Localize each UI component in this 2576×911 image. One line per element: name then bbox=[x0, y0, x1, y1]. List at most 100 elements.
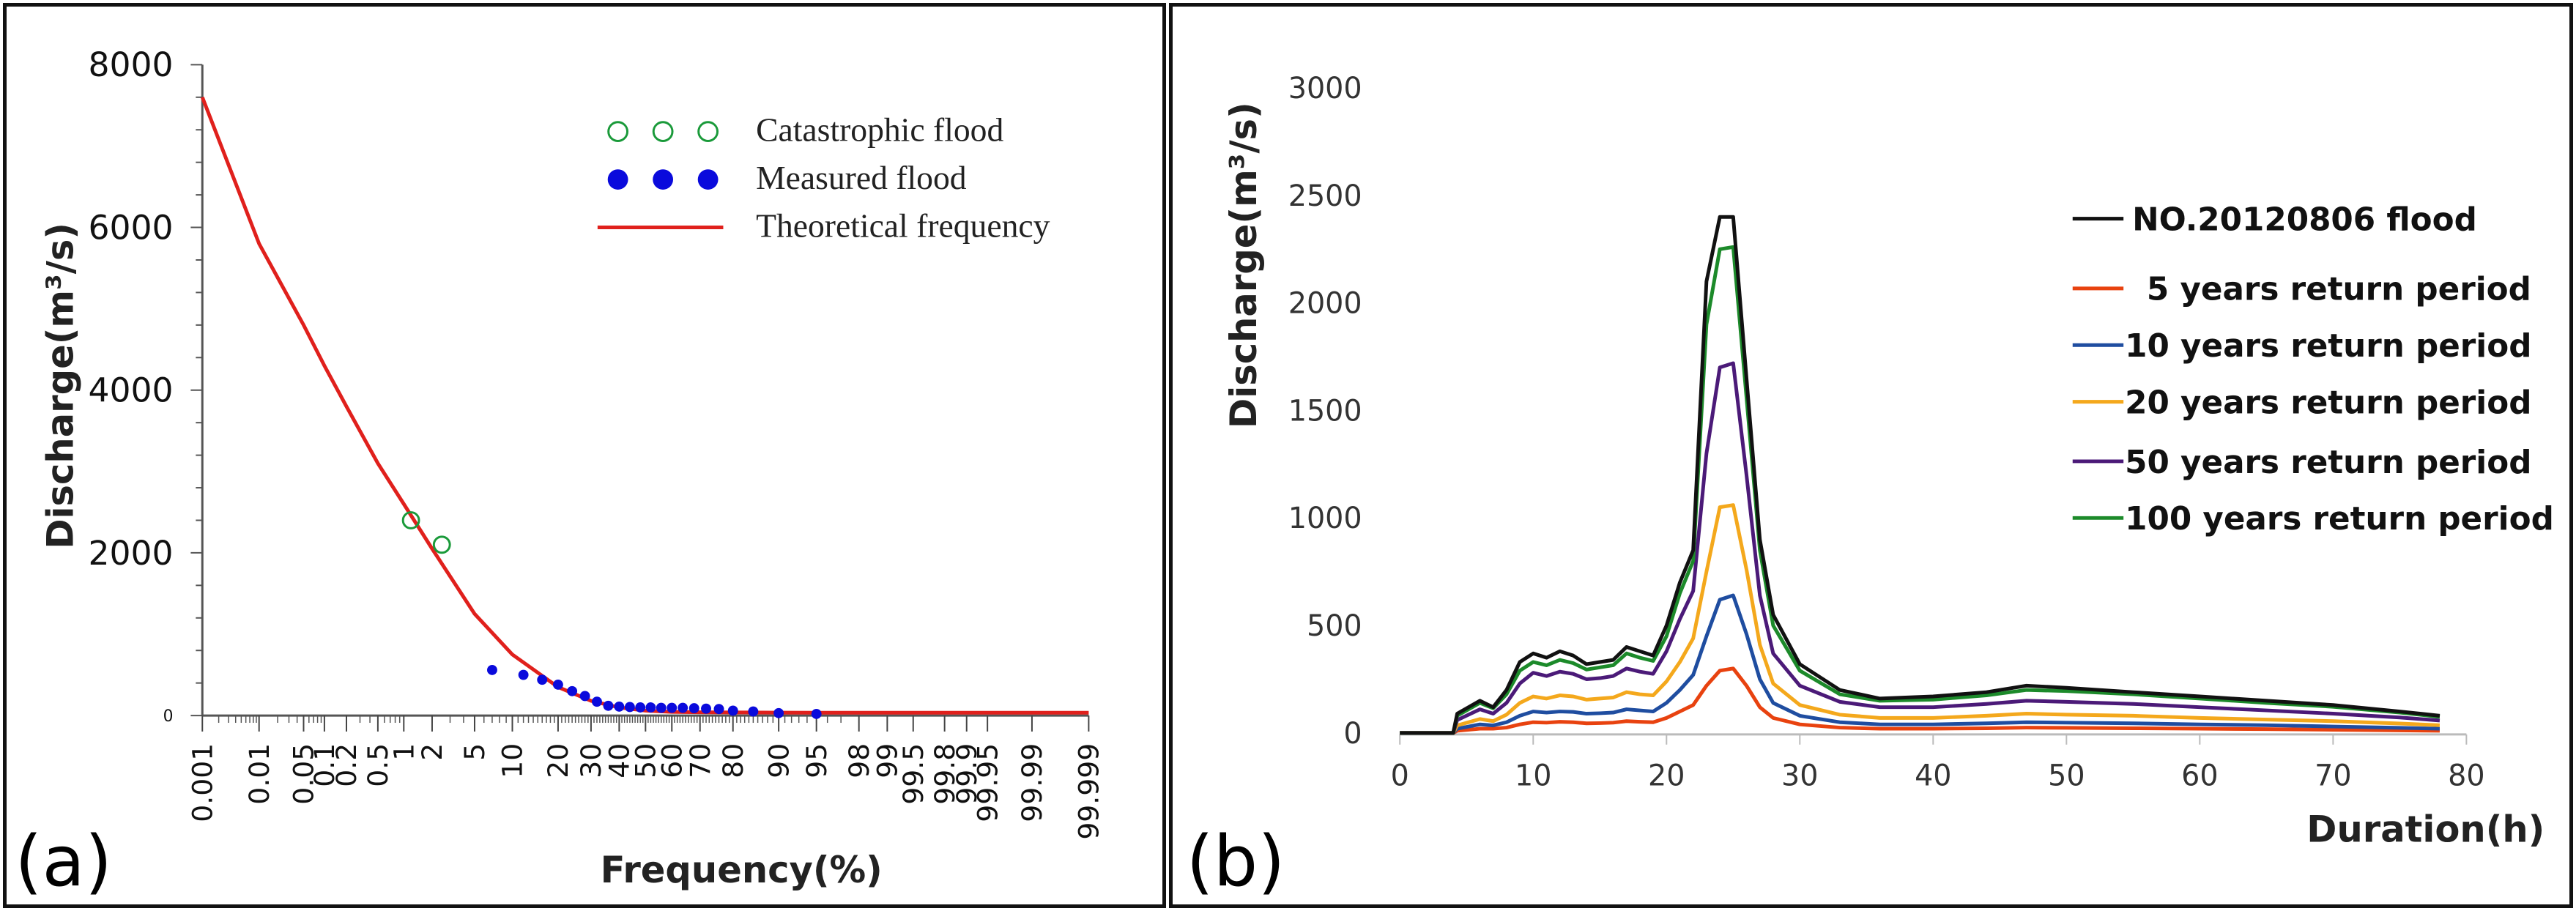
x-tick-label: 50 bbox=[2048, 759, 2085, 792]
x-tick-label: 40 bbox=[604, 743, 636, 778]
legend-open-circle-marker bbox=[607, 121, 629, 142]
measured-flood-point bbox=[518, 669, 529, 680]
hydrograph-chart-svg: 0 500 1000 1500 2000 2500 3000 0 10 20 30 40 50 60 70 8… bbox=[1187, 72, 2554, 902]
y-tick-label: 6000 bbox=[89, 208, 174, 247]
x-tick-label: 5 bbox=[459, 743, 491, 761]
y-axis-title: Discharge(m³/s) bbox=[40, 223, 82, 549]
y-tick-label: 4000 bbox=[89, 371, 174, 410]
measured-flood-point bbox=[688, 703, 699, 714]
x-tick-label: 30 bbox=[1781, 759, 1818, 792]
series-line-5-years-return-period bbox=[1400, 666, 2440, 735]
catastrophic-flood-point bbox=[401, 511, 420, 529]
measured-flood-point bbox=[701, 703, 711, 714]
catastrophic-flood-point bbox=[432, 535, 451, 554]
series-line-100-years-return-period bbox=[1400, 245, 2440, 735]
x-tick-label: 0.1 bbox=[308, 743, 341, 787]
measured-flood-point bbox=[487, 664, 497, 675]
x-tick-label: 60 bbox=[656, 743, 688, 778]
legend-label: 20 years return period bbox=[2125, 384, 2531, 421]
x-tick-label: 70 bbox=[2315, 759, 2351, 792]
x-tick-label: 20 bbox=[542, 743, 574, 778]
panel-a-frequency-chart: 0 2000 4000 6000 8000 0.001 0.01 0.05 0.1 0.2 0.5 1… bbox=[3, 3, 1166, 908]
x-tick-label: 99.999 bbox=[1073, 743, 1105, 840]
panel-label: (b) bbox=[1187, 822, 1285, 902]
legend-filled-circle-marker bbox=[607, 169, 628, 190]
legend-filled-circle-marker bbox=[653, 169, 674, 190]
x-tick-label: 80 bbox=[717, 743, 749, 778]
series-line-20-years-return-period bbox=[1400, 503, 2440, 735]
y-axis-title: Discharge(m³/s) bbox=[1222, 102, 1265, 428]
legend-label: 100 years return period bbox=[2125, 500, 2554, 538]
x-tick-label: 30 bbox=[575, 743, 607, 778]
x-tick-label: 0.5 bbox=[362, 743, 394, 787]
x-tick-label: 0.01 bbox=[243, 743, 275, 805]
theoretical-frequency-line bbox=[200, 96, 1089, 715]
legend-label: Measured flood bbox=[756, 159, 967, 196]
measured-flood-point bbox=[811, 708, 822, 719]
x-tick-label: 10 bbox=[1515, 759, 1551, 792]
x-tick-label: 1 bbox=[387, 743, 420, 761]
x-tick-label: 0.2 bbox=[330, 743, 363, 787]
x-tick-label: 60 bbox=[2181, 759, 2218, 792]
x-axis-title: Frequency(%) bbox=[601, 849, 883, 891]
series-line-50-years-return-period bbox=[1400, 361, 2440, 735]
x-tick-label: 99 bbox=[872, 743, 904, 778]
x-tick-label: 10 bbox=[497, 743, 529, 778]
measured-flood-point bbox=[567, 685, 578, 696]
legend-label: 10 years return period bbox=[2125, 327, 2531, 365]
measured-flood-point bbox=[624, 702, 635, 713]
x-tick-label: 99.9 bbox=[951, 743, 983, 805]
panel-label: (a) bbox=[15, 822, 112, 902]
series-line-no-20120806-flood bbox=[1400, 215, 2440, 735]
x-tick-label: 20 bbox=[1648, 759, 1685, 792]
measured-flood-point bbox=[748, 706, 759, 717]
x-tick-label: 70 bbox=[684, 743, 716, 778]
measured-flood-point bbox=[635, 702, 646, 713]
x-tick-label: 99.95 bbox=[971, 743, 1003, 822]
y-tick-label: 2500 bbox=[1288, 179, 1362, 213]
y-tick-label: 0 bbox=[163, 707, 174, 726]
x-tick-label: 80 bbox=[2448, 759, 2484, 792]
measured-flood-point bbox=[645, 702, 656, 713]
x-tick-label: 0 bbox=[1391, 759, 1409, 792]
measured-flood-point bbox=[579, 691, 590, 702]
legend-label: Theoretical frequency bbox=[756, 207, 1050, 244]
legend-label: NO.20120806 flood bbox=[2132, 201, 2477, 239]
legend-open-circle-marker bbox=[697, 121, 719, 142]
x-tick-label: 0.001 bbox=[186, 743, 218, 822]
series-line-10-years-return-period bbox=[1400, 593, 2440, 735]
measured-flood-point bbox=[603, 700, 614, 711]
x-tick-label: 90 bbox=[762, 743, 795, 778]
legend-label: 5 years return period bbox=[2147, 271, 2531, 308]
measured-flood-point bbox=[667, 702, 678, 713]
x-tick-label: 40 bbox=[1915, 759, 1951, 792]
y-tick-label: 1000 bbox=[1288, 502, 1362, 535]
x-tick-label: 95 bbox=[801, 743, 833, 778]
measured-flood-point bbox=[713, 704, 724, 715]
measured-flood-point bbox=[678, 702, 688, 713]
measured-flood-point bbox=[614, 701, 625, 712]
legend-label: 50 years return period bbox=[2125, 444, 2531, 481]
measured-flood-point bbox=[552, 679, 563, 690]
x-tick-label: 99.5 bbox=[897, 743, 929, 805]
x-tick-label: 0.05 bbox=[288, 743, 320, 805]
x-axis-title: Duration(h) bbox=[2306, 808, 2545, 851]
x-tick-label: 99.8 bbox=[929, 743, 961, 805]
x-tick-label: 2 bbox=[416, 743, 448, 761]
panel-b-hydrograph-chart: 0 500 1000 1500 2000 2500 3000 0 10 20 30 40 50 60 70 8… bbox=[1169, 3, 2573, 908]
legend-open-circle-marker bbox=[652, 121, 674, 142]
legend-filled-circle-marker bbox=[697, 169, 719, 190]
y-tick-label: 8000 bbox=[89, 45, 174, 84]
measured-flood-point bbox=[656, 702, 667, 713]
y-tick-label: 2000 bbox=[89, 534, 174, 573]
measured-flood-point bbox=[592, 696, 602, 707]
x-tick-label: 50 bbox=[630, 743, 662, 778]
y-tick-label: 3000 bbox=[1288, 72, 1362, 105]
x-tick-label: 98 bbox=[843, 743, 875, 778]
x-tick-label: 99.99 bbox=[1016, 743, 1048, 822]
legend-label: Catastrophic flood bbox=[756, 111, 1003, 149]
measured-flood-point bbox=[773, 707, 784, 718]
y-tick-label: 2000 bbox=[1288, 287, 1362, 321]
y-tick-label: 0 bbox=[1343, 717, 1362, 751]
